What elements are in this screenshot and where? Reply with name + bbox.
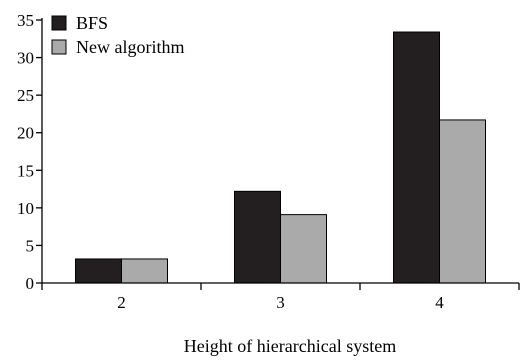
legend: BFS New algorithm bbox=[51, 13, 184, 57]
x-tick-label-3: 3 bbox=[276, 293, 285, 312]
x-axis-title: Height of hierarchical system bbox=[184, 336, 396, 356]
y-tick-label-0: 0 bbox=[26, 274, 35, 293]
legend-swatch-new-algorithm bbox=[51, 39, 67, 55]
bar-bfs-3 bbox=[234, 190, 281, 284]
legend-swatch-bfs bbox=[51, 15, 67, 31]
y-tick-label-10: 10 bbox=[17, 199, 34, 218]
y-tick-label-25: 25 bbox=[17, 86, 34, 105]
legend-label-bfs: BFS bbox=[76, 13, 108, 33]
y-tick-label-30: 30 bbox=[17, 49, 34, 68]
bars-group bbox=[75, 31, 486, 284]
x-tick-label-2: 2 bbox=[117, 293, 126, 312]
bar-new-algorithm-4 bbox=[439, 119, 486, 284]
bar-bfs-2 bbox=[75, 258, 122, 284]
y-tick-label-35: 35 bbox=[17, 11, 34, 30]
legend-label-new-algorithm: New algorithm bbox=[76, 37, 184, 57]
y-tick-label-15: 15 bbox=[17, 161, 34, 180]
bar-new-algorithm-3 bbox=[280, 214, 327, 284]
bar-new-algorithm-2 bbox=[121, 258, 168, 284]
axes-group: 0 5 10 15 20 25 30 35 2 3 4 bbox=[17, 11, 520, 312]
bar-bfs-4 bbox=[393, 31, 440, 284]
x-tick-label-4: 4 bbox=[435, 293, 444, 312]
y-tick-label-5: 5 bbox=[26, 236, 35, 255]
y-tick-label-20: 20 bbox=[17, 124, 34, 143]
